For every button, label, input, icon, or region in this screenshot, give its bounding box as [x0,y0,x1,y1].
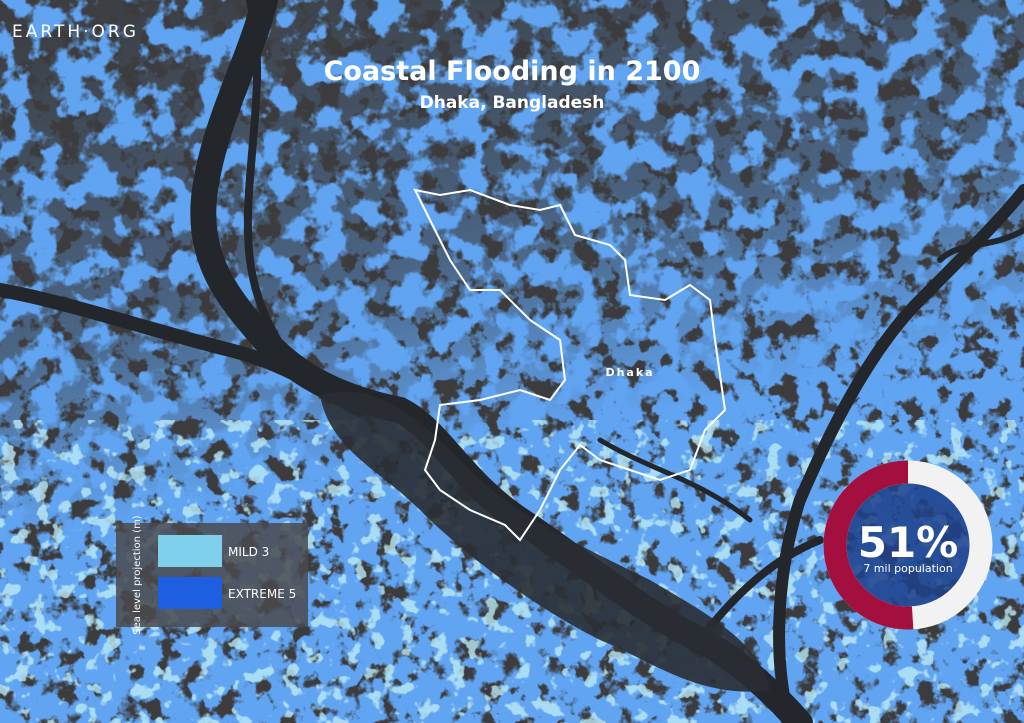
brand-logo: EARTH·ORG [12,22,139,42]
stat-caption: 7 mil population [863,562,952,575]
district-boundary [413,188,727,542]
map-title: Coastal Flooding in 2100 [324,56,701,87]
legend-label: MILD 3 [228,545,269,559]
legend-title: Sea level projection (m) [132,515,143,635]
legend: Sea level projection (m) MILD 3 EXTREME 5 [116,515,308,635]
legend-swatch [158,535,222,567]
donut-arc [823,460,993,630]
city-label: Dhaka [605,366,654,379]
donut-center [846,483,970,607]
river-delta [320,391,770,692]
legend-swatch [158,577,222,609]
legend-label: EXTREME 5 [228,587,296,601]
stat-value: 51% [858,518,959,567]
stat-donut: 51% 7 mil population [823,460,993,630]
map-subtitle: Dhaka, Bangladesh [420,93,605,113]
